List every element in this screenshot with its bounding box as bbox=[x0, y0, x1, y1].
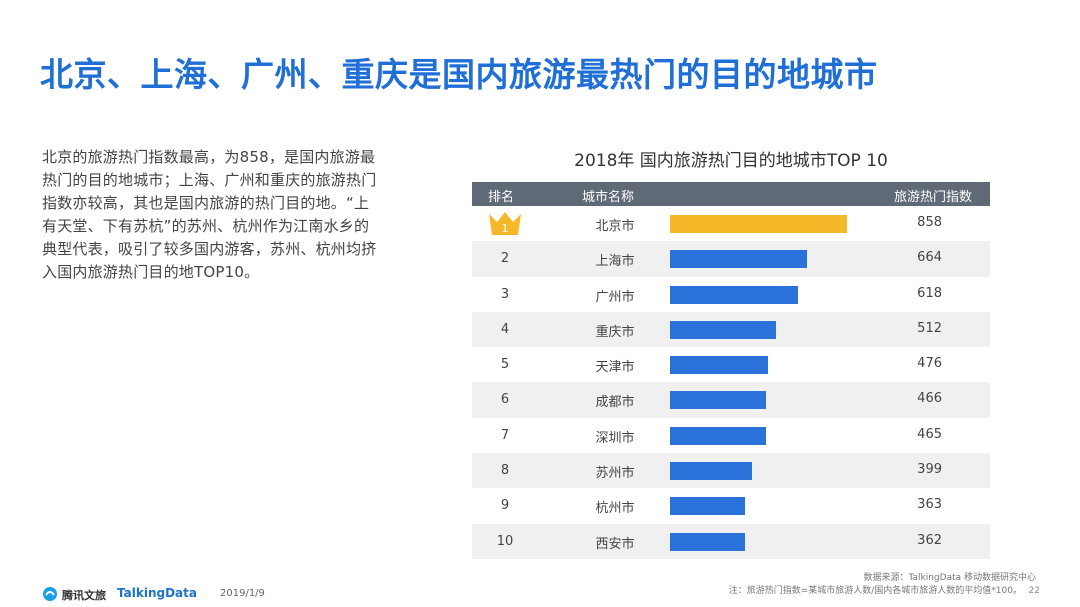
rank-label: 8 bbox=[500, 463, 510, 479]
bar bbox=[670, 215, 847, 233]
source-text: 数据来源：TalkingData 移动数据研究中心 bbox=[863, 573, 1036, 583]
rank-label: 7 bbox=[500, 427, 510, 443]
bar bbox=[670, 532, 745, 551]
bar bbox=[670, 391, 767, 410]
bar bbox=[670, 285, 798, 304]
bar bbox=[670, 320, 776, 339]
city-label: 西安市 bbox=[595, 536, 635, 552]
value-label: 618 bbox=[917, 285, 942, 301]
table-row: 1 北京市 858 bbox=[472, 206, 990, 241]
city-label: 广州市 bbox=[595, 289, 635, 305]
note-text: 注：旅游热门指数=某城市旅游人数/国内各城市旅游人数的平均值*100。 bbox=[728, 586, 1022, 596]
table-row: 4 重庆市 512 bbox=[472, 311, 990, 348]
chart-title: 2018年 国内旅游热门目的地城市TOP 10 bbox=[574, 151, 888, 171]
city-label: 苏州市 bbox=[595, 466, 635, 482]
value-label: 476 bbox=[917, 356, 942, 372]
table-row: 3 广州市 618 bbox=[472, 277, 990, 312]
rank-label: 4 bbox=[500, 321, 510, 337]
rank-label: 1 bbox=[502, 222, 509, 235]
brand-talkingdata: TalkingData bbox=[117, 586, 197, 600]
crown-icon: 1 bbox=[489, 212, 521, 235]
rank-label: 10 bbox=[496, 533, 514, 549]
city-label: 深圳市 bbox=[595, 430, 635, 446]
city-label: 成都市 bbox=[595, 395, 635, 411]
rank-label: 6 bbox=[500, 392, 510, 408]
rank-label: 9 bbox=[500, 498, 510, 514]
description-text: 北京的旅游热门指数最高，为858，是国内旅游最热门的目的地城市；上海、广州和重庆… bbox=[42, 148, 377, 281]
slide-title: 北京、上海、广州、重庆是国内旅游最热门的目的地城市 bbox=[40, 55, 878, 94]
table-row: 6 成都市 466 bbox=[472, 382, 990, 418]
footer-date: 2019/1/9 bbox=[220, 588, 265, 599]
bar bbox=[670, 356, 769, 375]
city-label: 杭州市 bbox=[595, 501, 635, 517]
header-city: 城市名称 bbox=[582, 190, 635, 205]
value-label: 512 bbox=[917, 320, 942, 336]
value-label: 363 bbox=[917, 497, 942, 513]
city-label: 重庆市 bbox=[595, 324, 635, 340]
value-label: 362 bbox=[917, 532, 942, 548]
value-label: 465 bbox=[917, 426, 942, 442]
table-row: 10 西安市 362 bbox=[472, 523, 990, 559]
city-label: 天津市 bbox=[595, 360, 635, 376]
bar bbox=[670, 462, 753, 481]
header-rank: 排名 bbox=[488, 190, 515, 205]
bar bbox=[670, 497, 745, 516]
value-label: 399 bbox=[917, 462, 942, 478]
table-row: 7 深圳市 465 bbox=[472, 418, 990, 453]
city-label: 北京市 bbox=[595, 219, 635, 234]
bar bbox=[670, 426, 766, 445]
value-label: 466 bbox=[917, 391, 942, 407]
chart-rows: 1 北京市 858 2 上海市 664 3 广州市 618 4 重庆市 512 5 天津市 476 6 成都市 4… bbox=[472, 206, 990, 559]
rank-label: 5 bbox=[500, 357, 510, 373]
rank-label: 3 bbox=[500, 286, 510, 302]
table-header: 排名 城市名称 旅游热门指数 bbox=[472, 182, 990, 206]
value-label: 858 bbox=[917, 215, 942, 230]
table-row: 5 天津市 476 bbox=[472, 347, 990, 382]
table-row: 9 杭州市 363 bbox=[472, 488, 990, 523]
table-row: 8 苏州市 399 bbox=[472, 453, 990, 489]
table-row: 2 上海市 664 bbox=[472, 241, 990, 277]
rank-label: 2 bbox=[500, 251, 510, 267]
tencent-logo-icon bbox=[43, 587, 57, 601]
value-label: 664 bbox=[917, 250, 942, 266]
city-label: 上海市 bbox=[595, 254, 635, 270]
header-value: 旅游热门指数 bbox=[893, 190, 972, 205]
bar bbox=[670, 250, 807, 269]
page-number: 22 bbox=[1028, 586, 1040, 596]
brand-tencent: 腾讯文旅 bbox=[62, 589, 106, 602]
